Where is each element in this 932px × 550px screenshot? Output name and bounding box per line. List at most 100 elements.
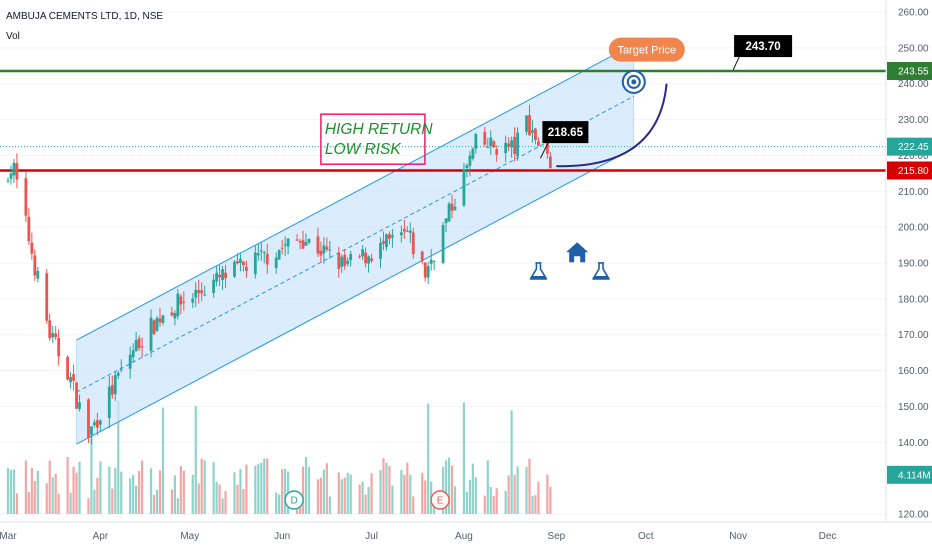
candle-body	[337, 252, 341, 270]
price-tag-volume	[887, 465, 932, 484]
candle-body	[513, 137, 516, 154]
candle-body	[6, 180, 10, 182]
volume-bar	[549, 486, 552, 514]
candle-body	[182, 301, 186, 303]
candle-body	[531, 130, 534, 133]
candle-body	[96, 420, 99, 428]
volume-bar	[486, 460, 489, 514]
volume-bar	[203, 460, 206, 514]
price-tag-target-label: 243.55	[898, 66, 929, 77]
volume-bar	[117, 400, 120, 514]
candle-body	[444, 218, 448, 224]
volume-bar	[254, 465, 257, 514]
volume-bar	[108, 466, 111, 514]
callout-target-pointer	[732, 54, 741, 71]
volume-bar	[24, 460, 27, 514]
candle-body	[510, 140, 514, 148]
candle-body	[149, 317, 153, 351]
candle-body	[486, 147, 490, 149]
candle-body	[316, 236, 320, 254]
candle-body	[197, 290, 201, 294]
volume-bar	[406, 462, 409, 514]
volume-bar	[200, 458, 203, 514]
volume-bar	[66, 456, 69, 514]
candle-body	[301, 240, 305, 249]
price-tick-label: 240.00	[898, 79, 929, 90]
candle-body	[405, 230, 409, 232]
annotations[interactable]: Target Price 243.70 218.65 HIGH RETURN LOW R…	[284, 35, 793, 510]
volume-bar	[504, 490, 507, 514]
volume-bar	[132, 475, 135, 514]
volume-bar	[36, 470, 39, 514]
volume-bar	[361, 481, 364, 514]
candle-body	[155, 318, 159, 331]
price-tick-label: 140.00	[898, 438, 929, 449]
candle-body	[274, 257, 278, 268]
candle-body	[537, 141, 540, 146]
time-axis[interactable]: Mar Apr May Jun Jul Aug Sep Oct Nov Dec	[0, 521, 932, 542]
callout-current-box	[542, 121, 589, 144]
volume-bar	[388, 466, 391, 514]
candle-body	[110, 385, 114, 395]
price-tag-support	[887, 161, 932, 180]
candle-body	[203, 294, 207, 296]
candle-body	[191, 298, 195, 303]
high-return-box	[320, 113, 426, 165]
candle-body	[137, 338, 141, 349]
volume-bar	[495, 488, 498, 514]
candle-body	[233, 261, 236, 277]
volume-bar	[304, 457, 308, 514]
price-tag-volume-label: 4.114M	[898, 470, 931, 481]
candle-body	[429, 259, 433, 264]
volume-bar	[337, 472, 340, 514]
candle-body	[525, 115, 528, 132]
candle-body	[322, 245, 326, 254]
candle-body	[75, 382, 78, 409]
volume-bar	[87, 498, 90, 514]
candle-body	[399, 232, 403, 236]
volume-bar	[12, 469, 16, 514]
horizontal-levels[interactable]	[0, 69, 886, 172]
price-tag-support-label: 215.80	[898, 166, 929, 177]
price-tag-last	[887, 137, 932, 156]
candle-body	[361, 249, 365, 257]
volume-bar	[340, 479, 343, 514]
candle-body	[119, 369, 123, 371]
high-return-line: HIGH RETURN	[325, 121, 433, 138]
candle-body	[221, 269, 224, 280]
price-axis[interactable]: 260.00 250.00 240.00 230.00 220.00 210.00 200.…	[885, 0, 932, 522]
candle-body	[161, 315, 165, 323]
volume-bar	[444, 460, 448, 514]
candle-body	[48, 320, 52, 339]
volume-bar	[284, 468, 287, 514]
regression-channel[interactable]	[76, 43, 635, 445]
price-tick-label: 170.00	[898, 330, 929, 341]
volume-bar	[197, 483, 200, 514]
callout-current-value: 218.65	[548, 127, 584, 139]
volume-bar	[322, 469, 325, 514]
candle-body	[90, 426, 93, 435]
volume-bar	[152, 494, 156, 514]
candle-body	[176, 293, 180, 317]
candle-body	[265, 253, 269, 265]
volume-bar	[510, 410, 513, 514]
candle-body	[495, 149, 499, 155]
candle-body	[307, 238, 311, 243]
candle-body	[54, 333, 58, 338]
volume-bar	[170, 489, 173, 514]
event-marker-label: D	[290, 496, 297, 507]
candle-body	[382, 240, 385, 244]
candle-body	[152, 320, 156, 334]
candle-body	[304, 242, 308, 246]
price-tick-label: 160.00	[898, 366, 929, 377]
volume-label: Vol	[6, 31, 20, 42]
candle-body	[128, 354, 132, 369]
volume-bar	[158, 470, 162, 514]
candle-body	[420, 251, 424, 262]
volume-bar	[242, 489, 245, 514]
volume-bars	[6, 400, 552, 514]
candle-body	[107, 386, 111, 418]
volume-bar	[78, 461, 81, 514]
volume-bar	[233, 472, 236, 514]
